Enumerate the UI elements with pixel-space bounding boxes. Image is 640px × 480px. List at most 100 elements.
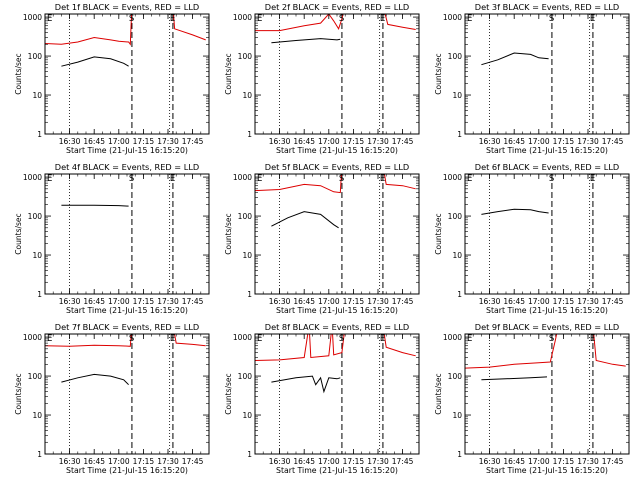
marker-label: S <box>339 14 344 24</box>
y-tick-label: 10 <box>452 411 462 420</box>
panel-data <box>255 14 416 44</box>
y-tick-label: 1 <box>37 450 42 459</box>
y-tick-label: 1000 <box>443 173 462 182</box>
marker-label: S <box>549 14 554 24</box>
x-tick-label: 17:45 <box>602 137 624 146</box>
marker-label: E <box>257 14 262 24</box>
x-tick-label: 17:15 <box>343 137 365 146</box>
y-tick-label: 10 <box>242 251 252 260</box>
x-tick-label: 16:45 <box>293 137 315 146</box>
y-tick-label: 100 <box>448 372 463 381</box>
x-tick-label: 16:45 <box>83 137 105 146</box>
x-tick-label: 17:15 <box>133 297 155 306</box>
panel-data <box>481 208 549 215</box>
x-tick-label: 17:45 <box>392 137 414 146</box>
x-tick-label: 17:45 <box>392 457 414 466</box>
y-tick-label: 100 <box>28 372 43 381</box>
series-lld-line <box>255 14 416 32</box>
panel-title: Det 2f BLACK = Events, RED = LLD <box>265 2 409 12</box>
y-tick-label: 10 <box>32 251 42 260</box>
y-tick-label: 100 <box>448 52 463 61</box>
y-tick-label: 10 <box>242 91 252 100</box>
x-tick-label: 16:45 <box>83 297 105 306</box>
y-tick-label: 1 <box>457 130 462 139</box>
series-lld-line <box>255 174 416 194</box>
y-axis-label: Counts/sec <box>224 213 233 254</box>
x-tick-label: 17:45 <box>182 297 204 306</box>
y-tick-label: 1 <box>247 290 252 299</box>
y-tick-label: 100 <box>238 372 253 381</box>
x-tick-label: 17:45 <box>602 457 624 466</box>
panel-data <box>255 334 416 394</box>
marker-label: E <box>47 334 52 344</box>
y-axis-label: Counts/sec <box>434 53 443 94</box>
panel-title: Det 5f BLACK = Events, RED = LLD <box>265 162 409 172</box>
y-tick-label: 10 <box>452 91 462 100</box>
marker-label: S <box>339 174 344 184</box>
x-tick-label: 17:00 <box>318 457 340 466</box>
series-events-line <box>481 52 549 66</box>
x-axis-label: Start Time (21-Jul-15 16:15:20) <box>66 306 188 315</box>
series-events-line <box>271 38 341 44</box>
y-tick-label: 1 <box>37 130 42 139</box>
marker-label: E <box>380 174 385 184</box>
x-tick-label: 16:30 <box>269 457 291 466</box>
y-tick-label: 1 <box>457 290 462 299</box>
x-tick-label: 17:30 <box>367 137 389 146</box>
x-tick-label: 17:45 <box>392 297 414 306</box>
marker-label: E <box>380 334 385 344</box>
series-events-line <box>61 204 129 207</box>
x-tick-label: 17:00 <box>108 137 130 146</box>
x-tick-label: 17:30 <box>367 457 389 466</box>
marker-label: S <box>549 174 554 184</box>
x-tick-label: 17:30 <box>577 137 599 146</box>
x-tick-label: 17:15 <box>343 297 365 306</box>
marker-label: E <box>380 14 385 24</box>
x-tick-label: 17:00 <box>528 297 550 306</box>
panel-title: Det 9f BLACK = Events, RED = LLD <box>475 322 619 332</box>
x-tick-label: 17:30 <box>577 297 599 306</box>
marker-label: E <box>590 14 595 24</box>
y-axis-label: Counts/sec <box>224 373 233 414</box>
x-tick-label: 17:45 <box>602 297 624 306</box>
x-tick-label: 16:45 <box>503 457 525 466</box>
marker-label: S <box>129 14 134 24</box>
x-tick-label: 16:45 <box>503 297 525 306</box>
x-tick-label: 16:30 <box>59 137 81 146</box>
series-lld-line <box>45 334 206 347</box>
y-tick-label: 1 <box>247 130 252 139</box>
panel-data <box>45 14 206 67</box>
panel-data <box>481 52 549 66</box>
marker-label: S <box>129 174 134 184</box>
marker-label: E <box>47 174 52 184</box>
marker-label: E <box>170 14 175 24</box>
y-tick-label: 100 <box>28 52 43 61</box>
x-tick-label: 17:15 <box>553 297 575 306</box>
panel-title: Det 1f BLACK = Events, RED = LLD <box>55 2 199 12</box>
panel-title: Det 3f BLACK = Events, RED = LLD <box>475 2 619 12</box>
y-axis-label: Counts/sec <box>434 213 443 254</box>
y-tick-label: 1 <box>247 450 252 459</box>
x-tick-label: 17:30 <box>157 457 179 466</box>
x-tick-label: 16:30 <box>479 137 501 146</box>
marker-label: E <box>257 334 262 344</box>
panel-data <box>465 334 626 381</box>
y-tick-label: 100 <box>28 212 43 221</box>
x-tick-label: 17:00 <box>108 457 130 466</box>
x-tick-label: 17:00 <box>108 297 130 306</box>
x-tick-label: 17:30 <box>577 457 599 466</box>
x-axis-label: Start Time (21-Jul-15 16:15:20) <box>276 306 398 315</box>
x-tick-label: 16:45 <box>83 457 105 466</box>
marker-label: E <box>467 334 472 344</box>
x-tick-label: 17:15 <box>133 137 155 146</box>
y-tick-label: 100 <box>448 212 463 221</box>
x-tick-label: 16:30 <box>479 297 501 306</box>
x-tick-label: 16:45 <box>293 457 315 466</box>
marker-label: E <box>47 14 52 24</box>
x-tick-label: 16:30 <box>269 137 291 146</box>
